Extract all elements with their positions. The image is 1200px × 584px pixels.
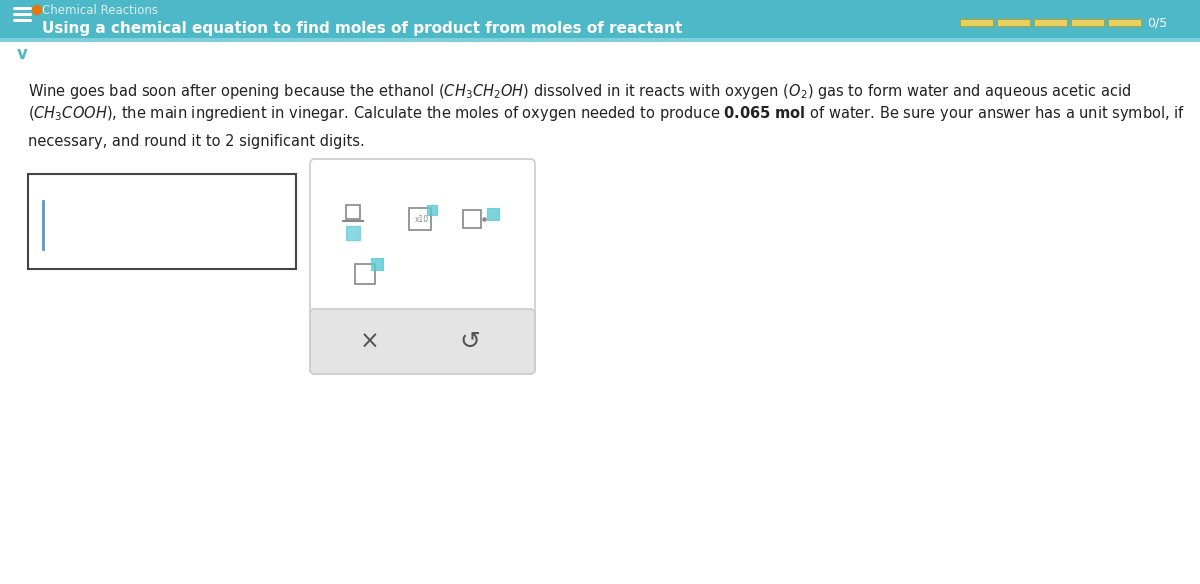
Bar [371,258,383,270]
Bar [346,226,360,240]
Bar [997,19,1030,26]
Bar [0,38,1200,42]
Circle shape [32,5,42,15]
Text: 0/5: 0/5 [1147,16,1168,29]
FancyBboxPatch shape [310,309,535,374]
Bar [960,19,994,26]
Bar [0,0,1200,38]
Text: v: v [17,45,28,63]
Bar [1034,19,1067,26]
Text: necessary, and round it to 2 significant digits.: necessary, and round it to 2 significant… [28,134,365,149]
FancyBboxPatch shape [310,159,535,374]
Bar [1072,19,1104,26]
Bar [28,174,296,269]
Text: ↺: ↺ [460,329,480,353]
Bar [427,205,437,215]
Text: ×: × [360,329,380,353]
Text: $(CH_3COOH)$, the main ingredient in vinegar. Calculate the moles of oxygen need: $(CH_3COOH)$, the main ingredient in vin… [28,104,1186,123]
Bar [409,208,431,230]
Text: Wine goes bad soon after opening because the ethanol $(CH_3CH_2OH)$ dissolved in: Wine goes bad soon after opening because… [28,82,1132,101]
Bar [355,264,374,284]
Bar [1108,19,1141,26]
Text: x10: x10 [415,214,430,224]
Bar [487,208,499,220]
Text: Using a chemical equation to find moles of product from moles of reactant: Using a chemical equation to find moles … [42,20,683,36]
Text: Chemical Reactions: Chemical Reactions [42,4,158,16]
Bar [346,205,360,219]
Bar [463,210,481,228]
